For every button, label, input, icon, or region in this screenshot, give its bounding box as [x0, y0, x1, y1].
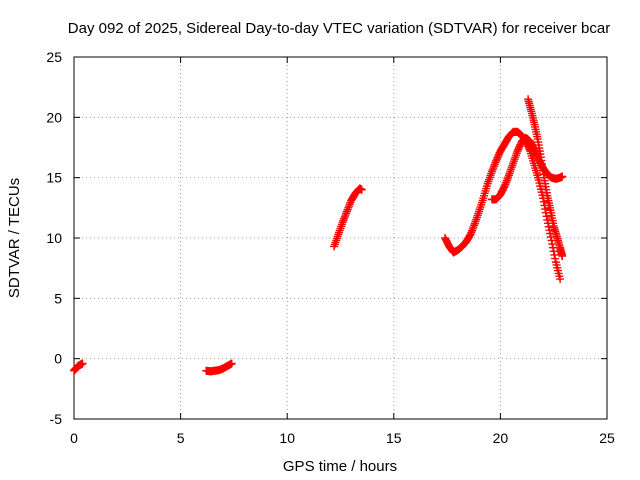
data-point	[490, 162, 499, 171]
data-point	[487, 167, 496, 176]
data-point	[469, 223, 478, 232]
y-tick-label: 0	[54, 351, 62, 367]
chart-title: Day 092 of 2025, Sidereal Day-to-day VTE…	[68, 20, 610, 37]
data-point	[345, 202, 354, 211]
data-point	[488, 165, 497, 174]
data-point	[342, 207, 351, 216]
data-point	[549, 247, 558, 256]
data-point	[467, 226, 476, 235]
data-point	[544, 222, 553, 231]
data-point	[342, 209, 351, 218]
data-point	[500, 182, 509, 191]
data-point	[343, 205, 352, 214]
data-point	[501, 180, 510, 189]
data-point	[489, 164, 498, 173]
data-point	[502, 178, 511, 187]
y-tick-label: 5	[54, 290, 62, 306]
data-point	[556, 275, 565, 284]
x-tick-label: 10	[279, 430, 295, 446]
data-series	[70, 359, 87, 375]
x-tick-label: 0	[70, 430, 78, 446]
data-point	[344, 203, 353, 212]
data-point	[548, 240, 557, 249]
axis-ticks: 0 5 10 15 20 25 -5 0 5 10 15 20 25	[46, 49, 615, 446]
y-tick-label: 15	[46, 170, 62, 186]
data-point	[339, 216, 348, 225]
data-series	[330, 184, 366, 251]
y-tick-label: 25	[46, 49, 62, 65]
data-points	[70, 95, 567, 376]
data-point	[543, 215, 552, 224]
data-point	[78, 359, 87, 368]
data-point	[503, 174, 512, 183]
data-point	[541, 205, 550, 214]
x-tick-label: 25	[599, 430, 615, 446]
data-point	[504, 173, 513, 182]
data-point	[551, 254, 560, 263]
x-axis-label: GPS time / hours	[283, 458, 397, 475]
data-point	[558, 172, 567, 181]
data-point	[345, 200, 354, 209]
y-axis-label: SDTVAR / TECUs	[6, 178, 23, 298]
data-point	[470, 221, 479, 230]
data-series	[524, 95, 567, 261]
data-point	[539, 197, 548, 206]
data-point	[340, 214, 349, 223]
data-point	[468, 224, 477, 233]
y-tick-label: 10	[46, 230, 62, 246]
data-point	[466, 230, 475, 239]
data-point	[357, 185, 366, 194]
data-point	[558, 252, 567, 261]
x-tick-label: 5	[177, 430, 185, 446]
data-point	[548, 243, 557, 252]
data-point	[542, 212, 551, 221]
data-point	[338, 218, 347, 227]
data-point	[490, 160, 499, 169]
data-point	[491, 158, 500, 167]
grid	[74, 57, 607, 419]
data-point	[227, 359, 236, 368]
y-tick-label: 20	[46, 109, 62, 125]
data-point	[341, 211, 350, 220]
data-point	[467, 228, 476, 237]
x-tick-label: 20	[493, 430, 509, 446]
x-tick-label: 15	[386, 430, 402, 446]
y-tick-label: -5	[50, 411, 63, 427]
data-point	[550, 250, 559, 259]
data-point	[340, 212, 349, 221]
data-point	[502, 176, 511, 185]
data-series	[202, 359, 236, 376]
